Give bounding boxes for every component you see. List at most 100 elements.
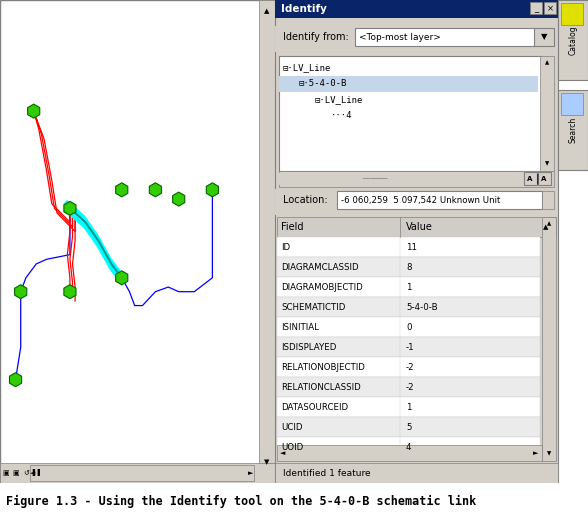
Bar [558, 0, 588, 80]
Bar [277, 437, 540, 457]
Text: ISDISPLAYED: ISDISPLAYED [281, 343, 336, 351]
Text: 5: 5 [406, 423, 412, 431]
Text: 8: 8 [406, 263, 412, 271]
Text: ──────: ────── [362, 176, 387, 182]
Text: ►: ► [248, 470, 253, 476]
Text: ❚❚: ❚❚ [30, 470, 42, 476]
Bar [277, 277, 540, 297]
Text: ⊟·LV_Line: ⊟·LV_Line [315, 96, 363, 105]
Bar [542, 191, 554, 209]
Text: RELATIONCLASSID: RELATIONCLASSID [281, 382, 361, 392]
Text: ×: × [546, 5, 553, 14]
Bar [524, 172, 537, 185]
Bar [355, 28, 536, 46]
Text: ···4: ···4 [331, 111, 352, 120]
Text: Catalog: Catalog [569, 25, 577, 55]
Text: Field: Field [281, 222, 303, 232]
Bar [275, 0, 558, 18]
Text: ISINITIAL: ISINITIAL [281, 323, 319, 332]
Text: ▼: ▼ [541, 32, 547, 41]
Bar [275, 189, 558, 215]
Bar [544, 2, 556, 14]
Text: ⊟·LV_Line: ⊟·LV_Line [283, 63, 332, 73]
Text: 11: 11 [406, 243, 417, 252]
Bar [277, 377, 540, 397]
Text: ▣: ▣ [3, 470, 9, 476]
Text: ▼: ▼ [545, 162, 549, 166]
Text: ID: ID [281, 243, 290, 252]
Text: A: A [527, 176, 533, 182]
Text: ►: ► [533, 450, 539, 456]
Text: UOID: UOID [281, 442, 303, 451]
Bar [275, 463, 558, 483]
Text: RELATIONOBJECTID: RELATIONOBJECTID [281, 362, 365, 371]
Bar [279, 76, 538, 92]
Text: -2: -2 [406, 382, 415, 392]
Bar [337, 191, 542, 209]
Bar [277, 257, 540, 277]
Text: _: _ [534, 5, 538, 14]
Bar [279, 173, 522, 185]
Text: ▼: ▼ [265, 459, 270, 465]
Text: ◄: ◄ [31, 470, 36, 476]
Text: SCHEMATICTID: SCHEMATICTID [281, 302, 345, 312]
Text: Figure 1.3 - Using the Identify tool on the 5-4-0-B schematic link: Figure 1.3 - Using the Identify tool on … [6, 494, 476, 507]
Bar [259, 0, 275, 463]
Text: ⊟·5-4-0-B: ⊟·5-4-0-B [299, 79, 348, 88]
Bar [277, 317, 540, 337]
Bar [561, 93, 583, 115]
Bar [277, 297, 540, 317]
Text: DATASOURCEID: DATASOURCEID [281, 403, 348, 412]
Text: ▣: ▣ [13, 470, 19, 476]
Text: ▼: ▼ [547, 451, 551, 457]
Text: DIAGRAMCLASSID: DIAGRAMCLASSID [281, 263, 359, 271]
Text: ▲: ▲ [545, 61, 549, 65]
Text: 0: 0 [406, 323, 412, 332]
Bar [558, 0, 588, 30]
Text: -6 060,259  5 097,542 Unknown Unit: -6 060,259 5 097,542 Unknown Unit [341, 196, 500, 204]
Bar [540, 56, 554, 171]
Text: <Top-most layer>: <Top-most layer> [359, 32, 441, 41]
Bar [277, 237, 540, 257]
Bar [542, 217, 556, 461]
Bar [277, 417, 540, 437]
Bar [277, 357, 540, 377]
Text: ▲: ▲ [547, 222, 551, 226]
Bar [530, 2, 542, 14]
Bar [561, 3, 583, 25]
Bar [0, 0, 275, 483]
Text: |: | [535, 174, 539, 184]
Bar [277, 445, 542, 461]
Text: 5-4-0-B: 5-4-0-B [406, 302, 437, 312]
Bar [534, 28, 554, 46]
Text: Search: Search [569, 117, 577, 143]
Text: DIAGRAMOBJECTID: DIAGRAMOBJECTID [281, 282, 363, 291]
Bar [279, 171, 554, 187]
Text: ↺: ↺ [23, 470, 29, 476]
Bar [277, 337, 540, 357]
Text: UCID: UCID [281, 423, 302, 431]
Text: Value: Value [406, 222, 433, 232]
Bar [279, 56, 542, 171]
Text: ▲: ▲ [543, 224, 549, 230]
Text: A: A [542, 176, 547, 182]
Bar [277, 397, 540, 417]
Bar [538, 172, 551, 185]
Text: -1: -1 [406, 343, 415, 351]
Text: Location:: Location: [283, 195, 328, 205]
Text: Identified 1 feature: Identified 1 feature [283, 469, 370, 477]
Text: Identify from:: Identify from: [283, 32, 349, 42]
Text: 1: 1 [406, 403, 412, 412]
Text: 4: 4 [406, 442, 412, 451]
Text: Identify: Identify [281, 4, 327, 14]
Text: ▲: ▲ [265, 8, 270, 14]
Text: 1: 1 [406, 282, 412, 291]
Bar [275, 0, 558, 483]
Bar [30, 465, 254, 481]
Bar [0, 463, 275, 483]
Text: -2: -2 [406, 362, 415, 371]
Bar [558, 90, 588, 170]
Bar [277, 217, 556, 237]
Text: ◄: ◄ [280, 450, 286, 456]
Bar [275, 26, 558, 52]
